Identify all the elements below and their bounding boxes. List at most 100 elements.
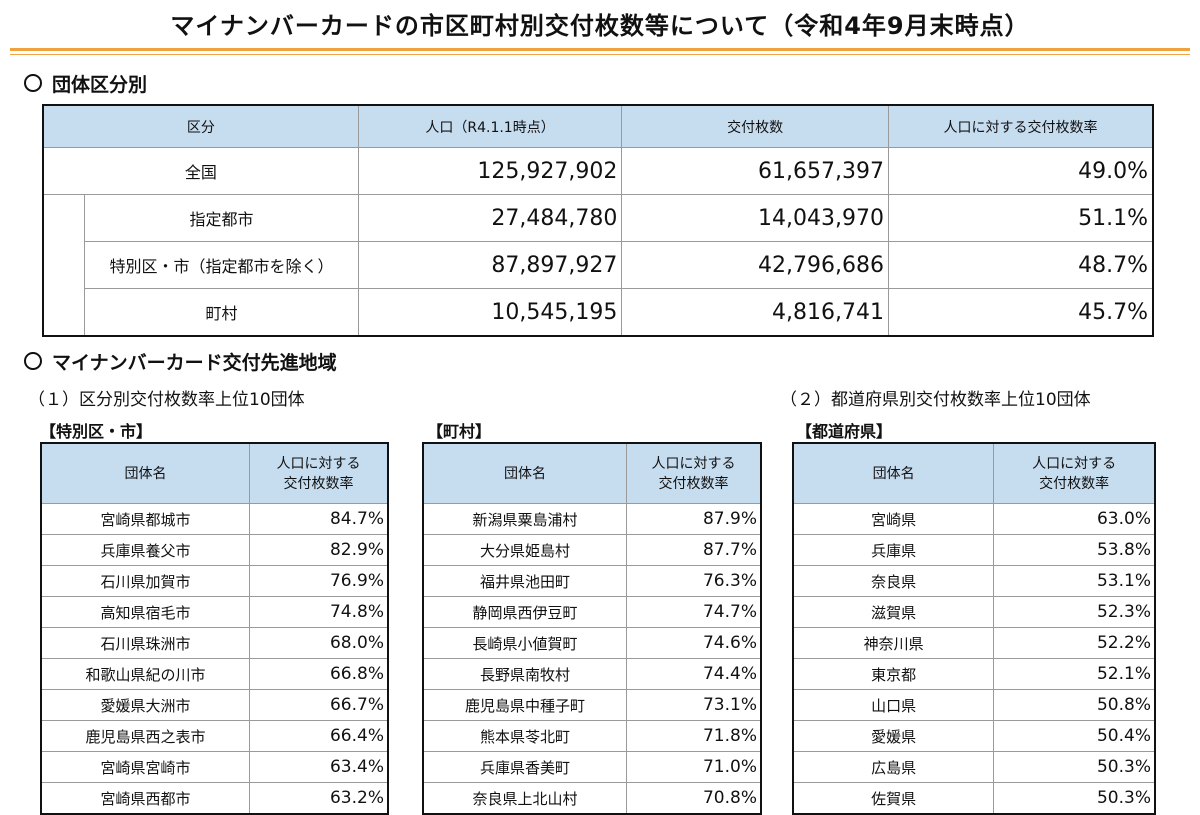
section-heading-category: 団体区分別	[24, 70, 147, 97]
entity-name: 宮崎県都城市	[40, 503, 251, 535]
rate-value: 87.9%	[626, 503, 762, 535]
entity-name: 宮崎県	[792, 503, 995, 535]
rate-value: 68.0%	[249, 627, 389, 659]
table-row: 東京都 52.1%	[792, 658, 1156, 690]
cities-rank-table: 団体名 人口に対する 交付枚数率 宮崎県都城市 84.7% 兵庫県養父市 82.9% 石川…	[40, 442, 389, 815]
header-name: 団体名	[40, 442, 251, 504]
rate-value: 63.4%	[249, 751, 389, 783]
table-row: 新潟県粟島浦村 87.9%	[422, 503, 762, 535]
rate-value: 66.8%	[249, 658, 389, 690]
table-row: 特別区・市（指定都市を除く） 87,897,927 42,796,686 48.…	[43, 241, 1154, 289]
rate-value: 52.1%	[993, 658, 1156, 690]
header-rate: 人口に対する交付枚数率	[887, 104, 1154, 148]
entity-name: 奈良県	[792, 565, 995, 597]
population-value: 87,897,927	[357, 241, 623, 289]
table-row: 滋賀県 52.3%	[792, 596, 1156, 628]
prefectures-rank-table: 団体名 人口に対する 交付枚数率 宮崎県 63.0% 兵庫県 53.8% 奈良県 53.1%…	[792, 442, 1156, 815]
rate-value: 50.3%	[993, 782, 1156, 815]
caption-cities: 【特別区・市】	[40, 422, 153, 441]
table-row: 兵庫県香美町 71.0%	[422, 751, 762, 783]
indent-cell	[43, 194, 86, 336]
header-rate-line2: 交付枚数率	[283, 475, 354, 492]
cards-value: 4,816,741	[621, 288, 889, 337]
entity-name: 山口県	[792, 689, 995, 721]
entity-name: 奈良県上北山村	[422, 782, 628, 815]
entity-name: 熊本県苓北町	[422, 720, 628, 752]
table-row: 石川県珠洲市 68.0%	[40, 627, 389, 659]
cards-value: 61,657,397	[621, 147, 889, 195]
section-heading-text: マイナンバーカード交付先進地域	[52, 352, 337, 374]
towns-rank-table: 団体名 人口に対する 交付枚数率 新潟県粟島浦村 87.9% 大分県姫島村 87.7% 福…	[422, 442, 762, 815]
table-row: 宮崎県都城市 84.7%	[40, 503, 389, 535]
entity-name: 大分県姫島村	[422, 534, 628, 566]
section-heading-advanced: マイナンバーカード交付先進地域	[24, 348, 337, 375]
entity-name: 福井県池田町	[422, 565, 628, 597]
caption-prefectures: 【都道府県】	[796, 422, 893, 441]
table-row: 宮崎県西都市 63.2%	[40, 782, 389, 815]
entity-name: 石川県加賀市	[40, 565, 251, 597]
rate-value: 63.2%	[249, 782, 389, 815]
table-row: 福井県池田町 76.3%	[422, 565, 762, 597]
entity-name: 神奈川県	[792, 627, 995, 659]
table-row: 熊本県苓北町 71.8%	[422, 720, 762, 752]
table-row: 全国 125,927,902 61,657,397 49.0%	[42, 147, 1154, 195]
table-row: 町村 10,545,195 4,816,741 45.7%	[43, 288, 1154, 337]
rate-value: 53.8%	[993, 534, 1156, 566]
rate-value: 50.8%	[993, 689, 1156, 721]
header-rate-line2: 交付枚数率	[658, 475, 729, 492]
rate-value: 53.1%	[993, 565, 1156, 597]
header-rate: 人口に対する交付枚数率	[626, 442, 762, 504]
table-row: 愛媛県大洲市 66.7%	[40, 689, 389, 721]
header-rate: 人口に対する交付枚数率	[249, 442, 389, 504]
cards-value: 14,043,970	[621, 194, 889, 242]
rate-value: 74.4%	[626, 658, 762, 690]
rate-value: 74.6%	[626, 627, 762, 659]
entity-name: 鹿児島県中種子町	[422, 689, 628, 721]
rate-value: 87.7%	[626, 534, 762, 566]
table-row: 宮崎県 63.0%	[792, 503, 1156, 535]
row-label: 全国	[42, 147, 359, 195]
population-value: 27,484,780	[357, 194, 623, 242]
table-row: 奈良県 53.1%	[792, 565, 1156, 597]
table-row: 大分県姫島村 87.7%	[422, 534, 762, 566]
table-row: 神奈川県 52.2%	[792, 627, 1156, 659]
cards-value: 42,796,686	[621, 241, 889, 289]
rank-header-row: 団体名 人口に対する 交付枚数率	[792, 442, 1156, 504]
header-cards: 交付枚数	[621, 104, 889, 148]
section-heading-text: 団体区分別	[52, 74, 148, 96]
title-rule-thin	[10, 54, 1190, 55]
table-row: 鹿児島県西之表市 66.4%	[40, 720, 389, 752]
rate-value: 73.1%	[626, 689, 762, 721]
rate-value: 74.7%	[626, 596, 762, 628]
table-row: 兵庫県 53.8%	[792, 534, 1156, 566]
table-row: 長野県南牧村 74.4%	[422, 658, 762, 690]
rate-value: 82.9%	[249, 534, 389, 566]
header-rate-line1: 人口に対する	[276, 455, 361, 472]
title-rule	[10, 48, 1190, 51]
header-rate-line1: 人口に対する	[651, 455, 736, 472]
rate-value: 50.4%	[993, 720, 1156, 752]
table-row: 石川県加賀市 76.9%	[40, 565, 389, 597]
header-rate-line2: 交付枚数率	[1039, 475, 1110, 492]
rate-value: 76.3%	[626, 565, 762, 597]
rate-value: 84.7%	[249, 503, 389, 535]
entity-name: 宮崎県宮崎市	[40, 751, 251, 783]
rank-header-row: 団体名 人口に対する 交付枚数率	[40, 442, 389, 504]
entity-name: 兵庫県香美町	[422, 751, 628, 783]
page-title: マイナンバーカードの市区町村別交付枚数等について（令和4年9月末時点）	[170, 12, 1030, 40]
entity-name: 佐賀県	[792, 782, 995, 815]
table-row: 広島県 50.3%	[792, 751, 1156, 783]
entity-name: 滋賀県	[792, 596, 995, 628]
table-row: 和歌山県紀の川市 66.8%	[40, 658, 389, 690]
population-value: 125,927,902	[357, 147, 623, 195]
table-row: 静岡県西伊豆町 74.7%	[422, 596, 762, 628]
header-rate-line1: 人口に対する	[1032, 455, 1117, 472]
rate-value: 52.2%	[993, 627, 1156, 659]
entity-name: 鹿児島県西之表市	[40, 720, 251, 752]
rate-value: 66.4%	[249, 720, 389, 752]
entity-name: 愛媛県	[792, 720, 995, 752]
rate-value: 66.7%	[249, 689, 389, 721]
entity-name: 長野県南牧村	[422, 658, 628, 690]
header-name: 団体名	[422, 442, 628, 504]
table-row: 指定都市 27,484,780 14,043,970 51.1%	[43, 194, 1154, 336]
